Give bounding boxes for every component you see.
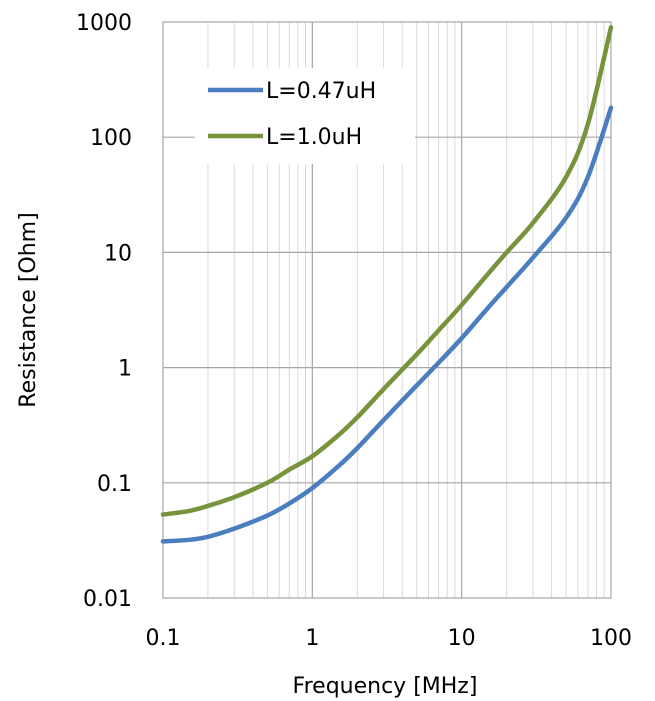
y-axis-title: Resistance [Ohm] <box>16 212 41 407</box>
y-axis-tick-labels: 0.01 0.1 1 10 100 1000 <box>76 11 132 612</box>
legend-label: L=1.0uH <box>266 125 362 150</box>
series-line-l-0-47uh <box>160 105 614 544</box>
legend-background <box>195 68 415 164</box>
y-tick-label: 0.1 <box>97 472 132 497</box>
y-tick-label: 1000 <box>76 11 132 36</box>
x-tick-label: 0.1 <box>146 626 181 651</box>
series-lines <box>160 25 614 544</box>
y-tick-label: 1 <box>118 357 132 382</box>
legend-label: L=0.47uH <box>266 79 376 104</box>
y-tick-label: 0.01 <box>83 587 132 612</box>
x-axis-title: Frequency [MHz] <box>293 674 478 699</box>
x-tick-label: 1 <box>305 626 319 651</box>
series-line-l-1-0uh <box>160 25 614 517</box>
x-tick-label: 100 <box>590 626 632 651</box>
x-tick-label: 10 <box>448 626 476 651</box>
plot-area-border <box>162 21 612 599</box>
x-axis-tick-labels: 0.1 1 10 100 <box>146 626 633 651</box>
y-tick-label: 100 <box>90 126 132 151</box>
legend: L=0.47uH L=1.0uH <box>195 68 415 164</box>
y-tick-label: 10 <box>104 241 132 266</box>
